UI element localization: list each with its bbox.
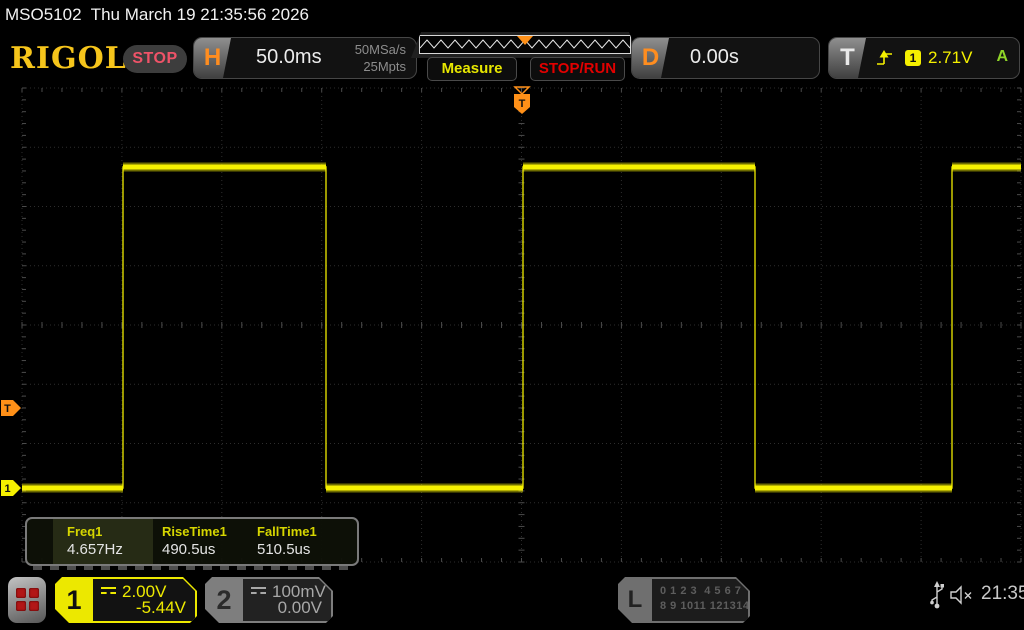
delay-block[interactable]: D 0.00s [631, 37, 820, 79]
bottom-bar: 1 2.00V -5.44V 2 100mV 0.00V L [0, 570, 1024, 630]
channel1-status-block[interactable]: 1 2.00V -5.44V [55, 577, 197, 623]
channel1-number: 1 [66, 585, 82, 615]
horizontal-timebase-block[interactable]: H 50.0ms 50MSa/s 25Mpts [193, 37, 417, 79]
sample-rate: 50MSa/s [354, 42, 406, 57]
timebase-value: 50.0ms [256, 46, 322, 68]
channel1-settings: 2.00V -5.44V [93, 579, 195, 621]
overview-zigzag [420, 36, 630, 52]
measurement-item[interactable]: Freq1 4.657Hz [27, 519, 153, 564]
status-bar: MSO5102 Thu March 19 21:35:56 2026 [0, 0, 1024, 30]
measurement-selected-highlight [53, 519, 153, 564]
usb-icon [930, 581, 944, 609]
measurement-label: Freq1 [67, 524, 103, 539]
memory-depth: 25Mpts [363, 59, 406, 74]
logic-channels-row1: 0 1 2 3 4 5 6 7 [660, 585, 742, 597]
channel2-scale: 100mV [272, 582, 326, 601]
channel1-offset: -5.44V [135, 598, 186, 617]
channel2-status-block[interactable]: 2 100mV 0.00V [205, 577, 333, 623]
acquisition-rates: 50MSa/s 25Mpts [355, 41, 406, 75]
measurement-label: RiseTime1 [162, 524, 227, 539]
stop-run-button[interactable]: STOP/RUN [530, 57, 625, 81]
trigger-mode: A [996, 48, 1008, 65]
svg-text:T: T [519, 98, 526, 110]
rising-edge-trigger-icon [877, 50, 892, 65]
delay-value: 0.00s [690, 46, 739, 68]
trigger-block[interactable]: T 1 2.71V A [828, 37, 1020, 79]
measurement-value: 490.5us [162, 541, 216, 558]
channel2-number: 2 [216, 585, 232, 615]
model-datetime-text: MSO5102 Thu March 19 21:35:56 2026 [5, 5, 309, 24]
measurement-item[interactable]: FallTime1 510.5us [242, 519, 354, 564]
logic-channels-row2: 8 9 1011 12131415 [660, 600, 763, 612]
clock: 21:35 [981, 583, 1024, 604]
acquisition-status-badge: STOP [123, 45, 187, 73]
logic-channel-list: 0 1 2 3 4 5 6 7 8 9 1011 12131415 [652, 579, 748, 621]
grid-menu-icon [16, 588, 39, 611]
measurement-panel: Freq1 4.657Hz RiseTime1 490.5us FallTime… [25, 517, 359, 570]
measurement-item[interactable]: RiseTime1 490.5us [147, 519, 252, 564]
measurement-label: FallTime1 [257, 524, 317, 539]
measure-button[interactable]: Measure [427, 57, 517, 81]
trigger-level-value: 2.71V [928, 48, 973, 67]
channel2-offset: 0.00V [277, 598, 322, 617]
svg-text:T: T [4, 403, 11, 415]
logic-channels-block[interactable]: L 0 1 2 3 4 5 6 7 8 9 1011 12131415 [618, 577, 750, 623]
horizontal-label: H [194, 38, 231, 78]
logic-label: L [627, 586, 643, 613]
trigger-source-badge: 1 [905, 50, 921, 66]
trigger-label: T [829, 38, 866, 78]
speaker-muted-icon [950, 585, 972, 605]
measurement-value: 4.657Hz [67, 541, 123, 558]
function-navigation-icon[interactable] [8, 577, 46, 623]
svg-text:1: 1 [4, 483, 10, 495]
channel2-settings: 100mV 0.00V [243, 579, 331, 621]
dc-coupling-icon [251, 587, 266, 598]
measurement-value: 510.5us [257, 541, 311, 558]
delay-label: D [632, 38, 669, 78]
dc-coupling-icon [101, 587, 116, 598]
channel1-scale: 2.00V [122, 582, 167, 601]
overview-window [419, 35, 631, 54]
waveform-overview-bar[interactable] [411, 32, 639, 58]
rigol-logo: RIGOL [10, 41, 127, 76]
